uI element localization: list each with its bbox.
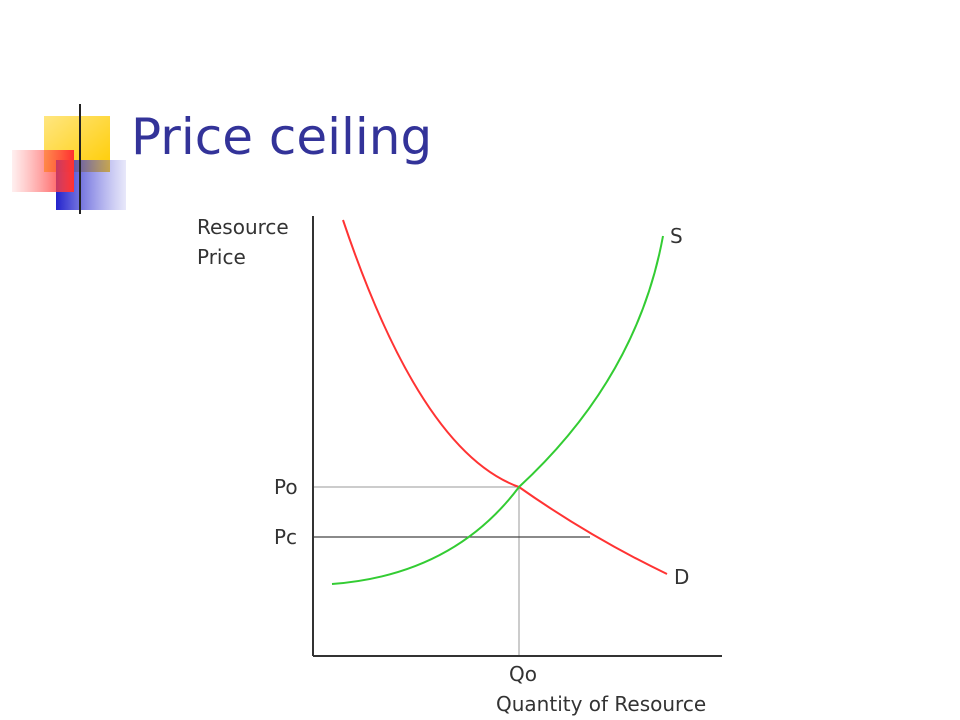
supply-label: S: [670, 224, 683, 248]
slide-title: Price ceiling: [131, 108, 433, 166]
demand-label: D: [674, 565, 689, 589]
ceiling-price-label: Pc: [274, 525, 297, 549]
y-axis-label-line-1: Resource: [197, 215, 289, 239]
demand-curve: [342, 219, 668, 575]
equilibrium-quantity-label: Qo: [509, 662, 537, 686]
y-axis-label-line-2: Price: [197, 245, 246, 269]
supply-curve: [331, 235, 664, 585]
x-axis-label: Quantity of Resource: [496, 692, 706, 716]
red-square: [12, 150, 74, 192]
equilibrium-price-label: Po: [274, 475, 298, 499]
